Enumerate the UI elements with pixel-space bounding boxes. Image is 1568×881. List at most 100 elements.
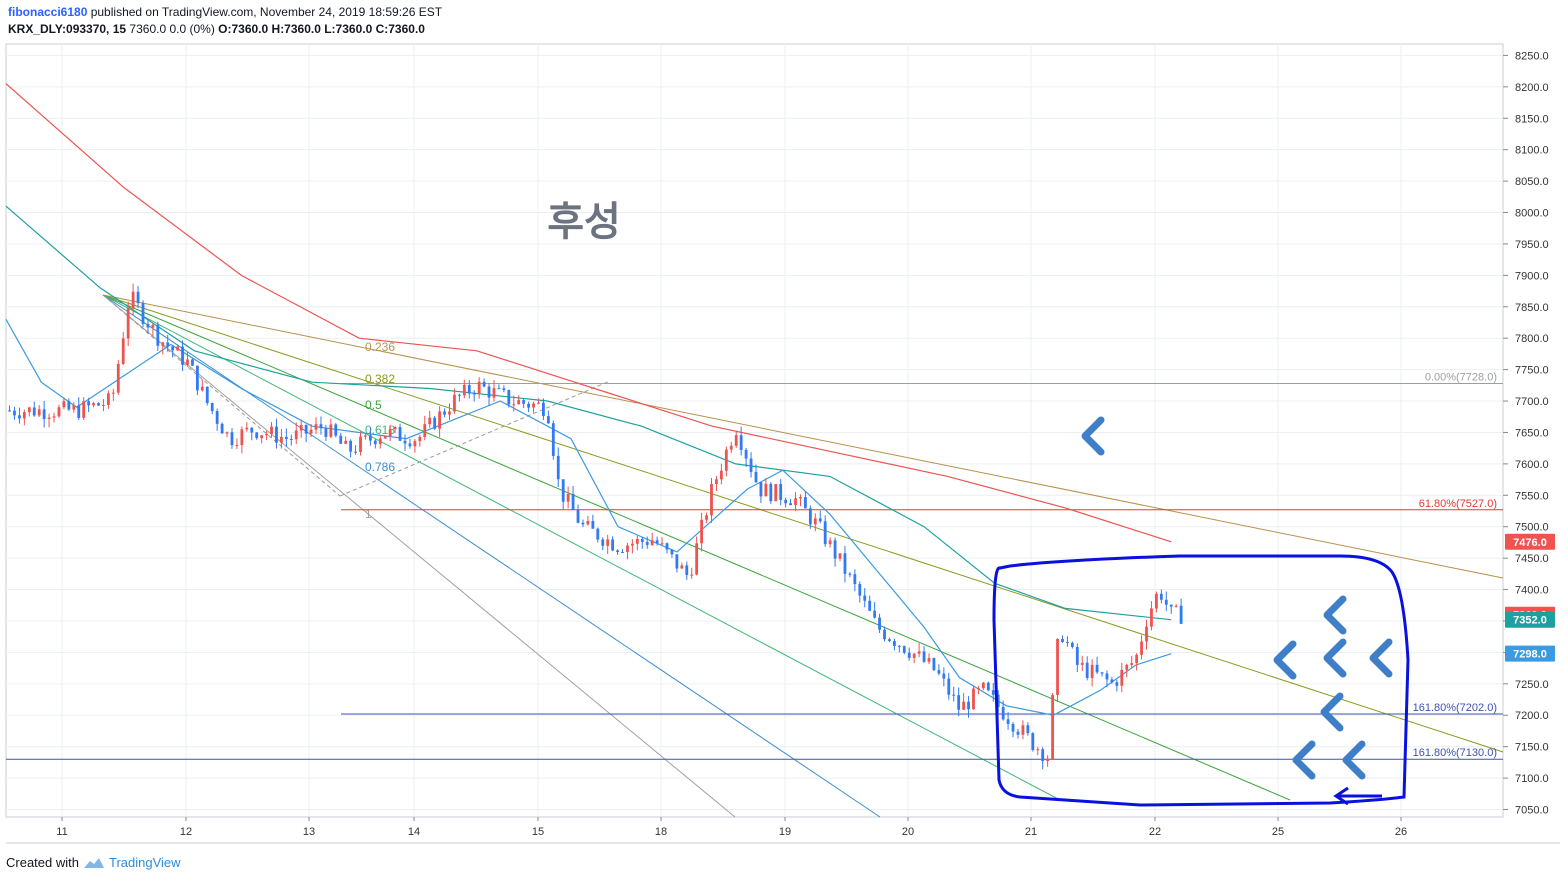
y-tick-label: 7950.0	[1515, 239, 1549, 251]
candle-body	[57, 407, 61, 417]
candle-body	[487, 386, 491, 398]
candle-body	[339, 435, 343, 444]
candle-body	[462, 384, 466, 396]
candle-body	[907, 652, 911, 658]
candle-body	[967, 701, 970, 710]
watermark-label: 후성	[547, 200, 621, 244]
candle-body	[937, 670, 941, 674]
candle-body	[423, 424, 427, 437]
x-tick-label: 15	[532, 826, 544, 838]
price-badge-label: 7298.0	[1513, 649, 1547, 661]
candle-body	[368, 435, 372, 441]
left-arrow-icon	[1369, 638, 1393, 678]
candle-body	[690, 574, 694, 576]
candle-body	[744, 449, 748, 459]
candle-body	[106, 393, 110, 405]
author-link[interactable]: fibonacci6180	[8, 5, 88, 19]
y-tick-label: 7100.0	[1515, 773, 1549, 785]
box-arrow-icon	[1333, 786, 1382, 806]
candle-body	[151, 324, 155, 328]
candle-body	[546, 416, 550, 424]
fib-extension-label: 0.00%(7728.0)	[1425, 371, 1497, 383]
x-tick-label: 19	[779, 826, 791, 838]
candle-body	[962, 701, 966, 710]
candle-body	[378, 438, 382, 445]
candle-body	[1145, 626, 1148, 642]
candle-body	[542, 402, 545, 417]
x-tick-label: 13	[303, 826, 315, 838]
time-axis: 11 12 13 14 15 18 19 20 21 22 25 26	[56, 817, 1407, 838]
fib-extension-label: 161.80%(7130.0)	[1413, 747, 1497, 759]
candle-body	[952, 694, 956, 696]
candle-body	[225, 432, 229, 434]
fib-fan-label: 0.786	[365, 460, 395, 474]
candle-body	[650, 540, 654, 545]
candle-body	[635, 538, 639, 544]
candle-body	[1100, 672, 1104, 674]
candle-body	[685, 565, 689, 576]
candle-body	[457, 394, 461, 396]
candle-body	[102, 404, 105, 406]
candle-body	[754, 471, 758, 483]
candle-body	[67, 401, 71, 410]
fib-fan-label: 0.5	[365, 398, 382, 412]
candle-body	[1066, 641, 1069, 643]
candle-body	[255, 432, 259, 439]
symbol-label: KRX_DLY:093370, 15	[8, 22, 127, 36]
candle-body	[813, 518, 817, 525]
candle-body	[334, 424, 338, 436]
tradingview-brand-link[interactable]: TradingView	[108, 855, 181, 870]
candle-body	[947, 678, 951, 695]
candle-body	[289, 438, 293, 440]
candle-body	[349, 440, 353, 452]
candle-body	[181, 346, 184, 365]
candle-body	[210, 403, 214, 412]
candle-body	[467, 384, 471, 394]
candle-body	[848, 573, 852, 575]
candle-body	[294, 430, 298, 440]
candle-body	[981, 682, 985, 689]
candle-body	[779, 484, 783, 500]
tradingview-logo-icon	[83, 857, 104, 868]
candle-body	[695, 543, 699, 575]
candle-body	[863, 595, 867, 601]
x-tick-label: 20	[902, 826, 914, 838]
candle-body	[808, 508, 812, 525]
candle-body	[1169, 604, 1173, 607]
candle-body	[42, 409, 46, 419]
candle-body	[596, 528, 600, 540]
y-tick-label: 8200.0	[1515, 82, 1549, 94]
candle-body	[1179, 605, 1183, 624]
price-badge	[1505, 645, 1555, 662]
candle-body	[1011, 723, 1015, 732]
candle-body	[146, 323, 150, 328]
x-tick-label: 18	[655, 826, 667, 838]
y-tick-label: 7650.0	[1515, 427, 1549, 439]
y-tick-label: 8100.0	[1515, 145, 1549, 157]
moving-averages	[5, 83, 1172, 716]
y-tick-label: 8000.0	[1515, 208, 1549, 220]
candle-body	[393, 427, 397, 430]
candle-body	[680, 565, 684, 569]
candle-body	[551, 423, 555, 456]
candle-body	[121, 338, 125, 364]
candle-body	[507, 390, 511, 405]
candle-body	[1120, 669, 1124, 686]
y-tick-label: 7750.0	[1515, 365, 1549, 377]
candle-body	[373, 440, 377, 445]
candle-body	[942, 673, 946, 679]
candle-body	[527, 403, 530, 408]
candle-body	[1056, 638, 1059, 695]
x-tick-label: 26	[1395, 826, 1407, 838]
candle-body	[205, 386, 209, 404]
candle-body	[601, 539, 605, 546]
y-tick-label: 7900.0	[1515, 270, 1549, 282]
candle-body	[388, 429, 392, 437]
candle-body	[319, 424, 323, 429]
candle-body	[13, 410, 16, 416]
fib-fan-baseline	[102, 294, 341, 497]
y-tick-label: 7700.0	[1515, 396, 1549, 408]
candle-body	[309, 429, 313, 434]
candle-body	[888, 639, 891, 641]
